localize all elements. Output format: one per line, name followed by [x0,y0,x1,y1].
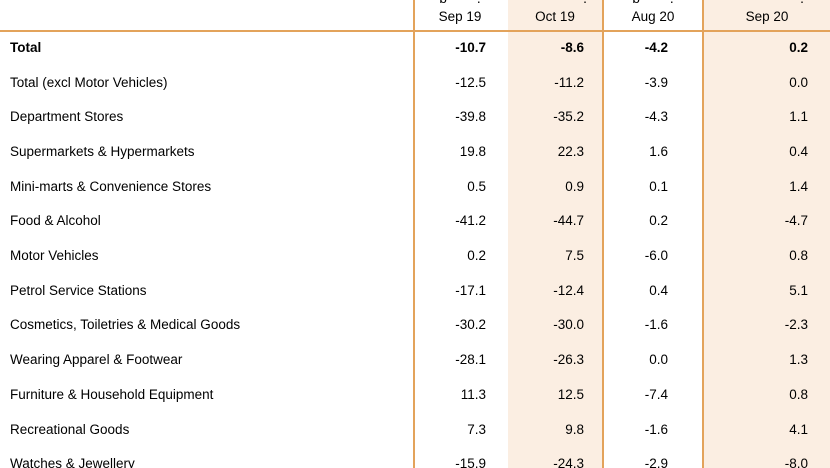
row-value-aug-20: -4.3 [644,109,668,125]
table-row: Food & Alcohol -41.2 -44.7 0.2 -4.7 [0,204,830,239]
row-value-sep-20: -8.0 [784,456,808,468]
divider-label-col [413,0,415,468]
row-label: Food & Alcohol [10,213,101,229]
row-label: Department Stores [10,109,124,125]
row-value-aug-20: 0.0 [649,352,668,368]
row-value-oct-19: 9.8 [565,421,584,437]
table-row: Furniture & Household Equipment 11.3 12.5 -… [0,377,830,412]
header-crop-2: , [508,0,602,3]
row-label: Wearing Apparel & Footwear [10,352,183,368]
row-value-oct-19: -12.4 [553,282,584,298]
row-value-oct-19: 22.3 [557,143,584,159]
row-label: Cosmetics, Toiletries & Medical Goods [10,317,241,333]
row-value-oct-19: 12.5 [557,386,584,402]
row-value-aug-20: -1.6 [644,421,668,437]
row-label: Supermarkets & Hypermarkets [10,143,195,159]
header-crop-4: , [704,0,830,3]
row-value-sep-19: 7.3 [467,421,486,437]
row-label: Mini-marts & Convenience Stores [10,178,212,194]
table-row: Watches & Jewellery -15.9 -24.3 -2.9 -8.0 [0,446,830,468]
row-value-aug-20: 0.4 [649,282,668,298]
row-value-sep-20: 0.8 [789,386,808,402]
row-value-aug-20: -7.4 [644,386,668,402]
row-value-oct-19: -26.3 [553,352,584,368]
row-value-sep-19: 0.5 [467,178,486,194]
row-value-sep-20: 0.0 [789,74,808,90]
row-value-oct-19: 7.5 [565,248,584,264]
divider-right-group [702,0,704,468]
row-value-sep-19: -12.5 [455,74,486,90]
header-sep19: Sep 19 [438,9,482,24]
table-row: Mini-marts & Convenience Stores 0.5 0.9 0.1… [0,169,830,204]
row-value-sep-20: 4.1 [789,421,808,437]
table-body: Total -10.7 -8.6 -4.2 0.2 Total (excl Motor V… [0,31,830,468]
table-row: Department Stores -39.8 -35.2 -4.3 1.1 [0,99,830,134]
row-value-sep-20: 1.1 [789,109,808,125]
row-value-sep-19: -41.2 [455,213,486,229]
row-value-oct-19: -35.2 [553,109,584,125]
row-value-sep-20: 0.4 [789,143,808,159]
row-label: Furniture & Household Equipment [10,386,214,402]
shaded-column-sep20 [704,0,830,468]
row-value-aug-20: 0.1 [649,178,668,194]
row-value-sep-19: -15.9 [455,456,486,468]
row-value-oct-19: -8.6 [560,39,584,55]
row-value-sep-20: -4.7 [784,213,808,229]
header-crop-1: p, [415,0,505,3]
row-value-sep-20: 1.3 [789,352,808,368]
row-value-oct-19: -44.7 [553,213,584,229]
row-value-sep-20: 1.4 [789,178,808,194]
row-value-oct-19: -24.3 [553,456,584,468]
table-header: p, , p, , Sep 19 Oct 19 Aug 20 Sep 20 [0,0,830,30]
table-row: Recreational Goods 7.3 9.8 -1.6 4.1 [0,412,830,447]
row-value-aug-20: 1.6 [649,143,668,159]
table-row: Wearing Apparel & Footwear -28.1 -26.3 0.0 1… [0,342,830,377]
row-value-oct-19: -30.0 [553,317,584,333]
table-row: Supermarkets & Hypermarkets 19.8 22.3 1.6 0.… [0,134,830,169]
table-row: Total -10.7 -8.6 -4.2 0.2 [0,30,830,65]
row-label: Petrol Service Stations [10,282,147,298]
header-crop-3: p, [604,0,702,3]
row-value-sep-19: 19.8 [459,143,486,159]
row-value-sep-19: -17.1 [455,282,486,298]
divider-period-group [602,0,604,468]
table-row: Cosmetics, Toiletries & Medical Goods -30… [0,308,830,343]
table-row: Petrol Service Stations -17.1 -12.4 0.4 5.1 [0,273,830,308]
row-value-sep-19: -10.7 [455,39,486,55]
row-value-sep-20: 0.2 [789,39,808,55]
header-oct19: Oct 19 [535,9,575,24]
header-divider [0,30,830,32]
row-value-sep-19: 0.2 [467,248,486,264]
row-value-oct-19: 0.9 [565,178,584,194]
row-value-sep-19: -30.2 [455,317,486,333]
shaded-column-oct19 [508,0,602,468]
table-row: Total (excl Motor Vehicles) -12.5 -11.2 -3.… [0,65,830,100]
row-value-sep-20: 0.8 [789,248,808,264]
row-value-oct-19: -11.2 [554,74,584,90]
row-value-aug-20: -1.6 [644,317,668,333]
row-value-sep-19: -39.8 [455,109,486,125]
row-value-aug-20: -2.9 [644,456,668,468]
row-value-sep-19: -28.1 [455,352,486,368]
row-value-aug-20: -6.0 [644,248,668,264]
row-label: Total (excl Motor Vehicles) [10,74,168,90]
row-value-aug-20: -3.9 [644,74,668,90]
row-label: Watches & Jewellery [10,456,135,468]
row-label: Motor Vehicles [10,248,99,264]
row-value-sep-20: 5.1 [789,282,808,298]
row-label: Total [10,39,42,55]
header-sep20: Sep 20 [745,9,789,24]
row-value-sep-19: 11.3 [460,386,486,402]
row-value-sep-20: -2.3 [784,317,808,333]
row-value-aug-20: -4.2 [644,39,668,55]
row-label: Recreational Goods [10,421,130,437]
header-aug20: Aug 20 [631,9,675,24]
table-row: Motor Vehicles 0.2 7.5 -6.0 0.8 [0,238,830,273]
row-value-aug-20: 0.2 [649,213,668,229]
